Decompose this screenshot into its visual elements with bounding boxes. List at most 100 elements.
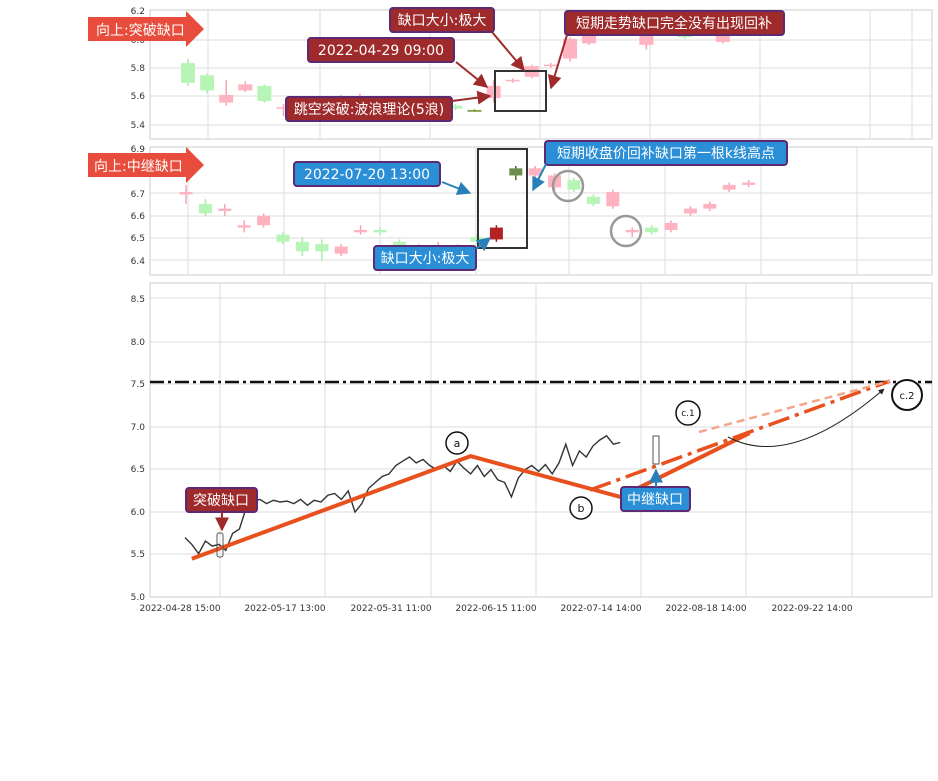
x-tick-label: 2022-08-18 14:00 (665, 604, 746, 614)
candle-body (257, 85, 272, 102)
bottom-tick-label: 8.0 (131, 338, 146, 348)
middle-tick-label: 6.9 (131, 145, 146, 155)
bottom-plot-frame (149, 282, 933, 598)
pullback-circle (551, 169, 585, 203)
gap-size-callout (389, 7, 495, 33)
candle-body (276, 107, 291, 109)
candle-body (715, 31, 730, 42)
wave-point-circle (445, 431, 469, 455)
bottom-x-ticks: 2022-04-28 15:00 2022-05-17 13:00 2022-0… (139, 604, 852, 614)
candle-body (200, 75, 215, 91)
candle-body (509, 168, 523, 176)
candle-body (218, 208, 232, 211)
candle-body (181, 63, 195, 83)
bottom-tick-label: 5.0 (131, 593, 146, 603)
wave-point-label: a (454, 437, 461, 450)
breakout-gap-text: 突破缺口 (193, 493, 249, 509)
top-tick-label: 5.6 (131, 92, 146, 102)
candle-body (664, 222, 678, 230)
projection-curve-arrow (727, 388, 885, 448)
bottom-tick-label: 7.0 (131, 423, 146, 433)
top-pattern-arrow (88, 11, 204, 47)
candle-body (742, 182, 756, 185)
pullback-text: 短期收盘价回补缺口第一根k线高点 (557, 145, 775, 162)
wave-point-label: b (578, 502, 585, 515)
wave-point-label: c.2 (899, 391, 914, 402)
candle-body (528, 168, 542, 176)
wave-point-c2: c.2 (891, 379, 923, 411)
bottom-y-ticks: 8.5 8.0 7.5 7.0 6.5 6.0 5.5 5.0 (131, 295, 146, 603)
candle-body (543, 64, 558, 67)
bottom-tick-label: 5.5 (131, 550, 145, 560)
candle-body (334, 246, 348, 254)
pullback-callout (544, 140, 788, 166)
middle-tick-label: 6.5 (131, 234, 145, 244)
candle-body (295, 241, 309, 252)
middle-datetime-callout (293, 161, 441, 187)
middle-gap-box (477, 148, 528, 249)
pullback-arrow (532, 163, 547, 192)
candle-body (219, 94, 234, 103)
middle-gap-size-arrow (475, 237, 492, 252)
middle-datetime-text: 2022-07-20 13:00 (304, 167, 430, 183)
datetime-callout (307, 37, 455, 63)
candle-body (238, 84, 253, 91)
candle-body (645, 227, 659, 233)
middle-pattern-label: 向上:中继缺口 (94, 159, 183, 175)
top-panel: 6.2 6.0 5.8 5.6 5.4 向上:突破缺口 缺口大小:极大 2022… (88, 7, 933, 140)
bottom-tick-label: 6.5 (131, 465, 145, 475)
candle-body (354, 229, 368, 233)
middle-gap-size-text: 缺口大小:极大 (381, 251, 470, 267)
no-fill-text: 短期走势缺口完全没有出现回补 (576, 15, 772, 32)
bottom-tick-label: 8.5 (131, 295, 145, 305)
candle-body (179, 192, 193, 195)
relay-gap-text: 中继缺口 (627, 492, 683, 508)
candle-body (276, 234, 290, 242)
datetime-arrow (455, 61, 489, 88)
middle-y-ticks: 6.9 6.7 6.6 6.5 6.4 (131, 145, 146, 267)
wave-point-circle (891, 379, 923, 411)
x-tick-label: 2022-06-15 11:00 (455, 604, 536, 614)
candle-body (625, 229, 639, 233)
top-pattern-label: 向上:突破缺口 (96, 23, 185, 39)
candle-body (703, 203, 717, 209)
candle-body (237, 225, 251, 228)
middle-datetime-arrow (441, 181, 472, 195)
bottom-tick-label: 6.0 (131, 508, 146, 518)
middle-candles (179, 165, 756, 261)
candle-body (315, 244, 329, 252)
top-tick-label: 5.4 (131, 121, 146, 131)
x-tick-label: 2022-04-28 15:00 (139, 604, 220, 614)
wave-line (191, 431, 751, 561)
relay-gap-marker (652, 435, 660, 465)
candle-body (467, 110, 482, 112)
no-fill-callout (564, 10, 785, 36)
wave-point-label: c.1 (681, 409, 695, 419)
candle-body (582, 32, 597, 44)
wave-point-c1: c.1 (675, 400, 701, 426)
top-plot-frame (149, 9, 933, 140)
candle-body (722, 184, 736, 190)
candle-body (567, 180, 581, 190)
gap-size-arrow (491, 31, 525, 72)
breakout-text: 跳空突破:波浪理论(5浪) (294, 102, 445, 118)
candle-body (198, 203, 212, 214)
middle-panel: 6.9 6.7 6.6 6.5 6.4 向上:中继缺口 2022-07-20 1… (88, 140, 933, 276)
wave-point-a: a (445, 431, 469, 455)
no-fill-arrow (547, 34, 568, 90)
candle-body (639, 34, 654, 45)
top-tick-label: 5.8 (131, 64, 146, 74)
top-candles (181, 20, 730, 118)
middle-tick-label: 6.6 (131, 212, 146, 222)
wave-point-b: b (569, 496, 593, 520)
candle-body (683, 208, 697, 214)
candle-body (563, 38, 577, 59)
wave-projection-upper (698, 379, 891, 434)
candle-body (257, 215, 271, 226)
candle-body (489, 227, 503, 240)
breakout-arrow (451, 90, 492, 105)
candle-body (373, 229, 387, 233)
x-tick-label: 2022-05-17 13:00 (244, 604, 325, 614)
